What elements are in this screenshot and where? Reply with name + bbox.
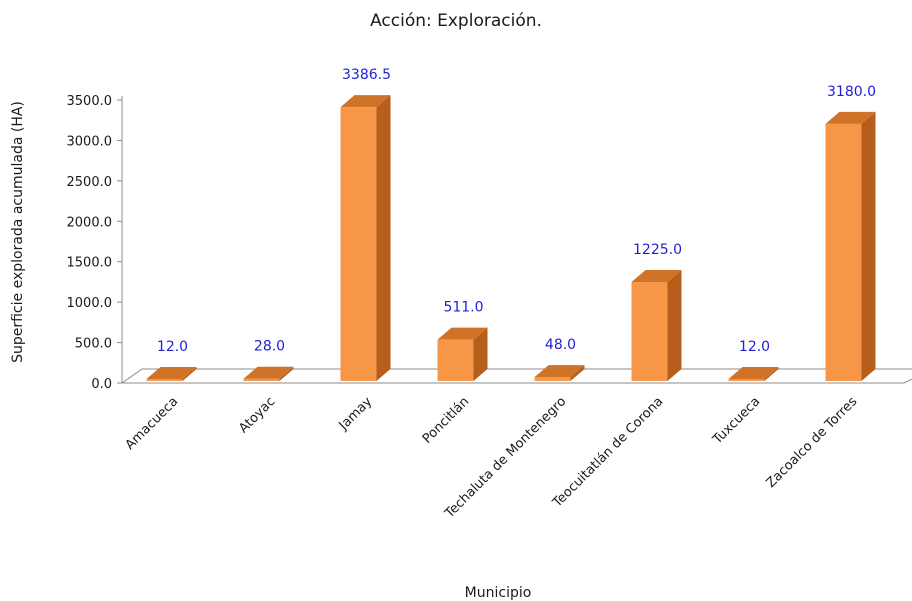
data-label: 1225.0	[633, 242, 682, 258]
y-tick-label: 0.0	[91, 377, 112, 392]
y-tick-label: 3000.0	[67, 134, 113, 149]
bar	[341, 107, 377, 381]
bar	[632, 282, 668, 381]
bar-side	[377, 95, 391, 381]
category-label: Zacoalco de Torres	[764, 394, 861, 491]
bar	[244, 379, 280, 381]
category-label: Jamay	[336, 394, 376, 434]
y-axis-title: Superficie explorada acumulada (HA)	[10, 101, 26, 363]
category-label: Amacueca	[123, 394, 182, 453]
y-tick-label: 1500.0	[67, 256, 113, 271]
y-tick-labels: 0.0 500.0 1000.0 1500.0 2000.0 2500.0 3000.0 35…	[67, 94, 113, 392]
category-label: Poncitlán	[420, 394, 473, 447]
category-label: Atoyac	[236, 394, 278, 436]
y-tick-label: 2000.0	[67, 215, 113, 230]
category-label: Tuxcueca	[709, 394, 763, 448]
category-label: Teocuitatlán de Corona	[549, 394, 666, 511]
data-labels: 12.0 28.0 3386.5 511.0 48.0 1225.0 12.0 3180.0	[157, 67, 876, 355]
bar	[535, 377, 571, 381]
data-label: 12.0	[739, 339, 770, 355]
data-label: 12.0	[157, 339, 188, 355]
bar-side	[668, 270, 682, 381]
data-label: 511.0	[443, 300, 483, 316]
chart-title: Acción: Exploración.	[370, 11, 542, 31]
bar	[729, 379, 765, 381]
y-tick-label: 1000.0	[67, 296, 113, 311]
y-tick-label: 500.0	[75, 337, 112, 352]
data-label: 28.0	[254, 339, 285, 355]
y-tick-label: 3500.0	[67, 94, 113, 109]
bar	[826, 124, 862, 381]
bar-side	[862, 112, 876, 381]
bar	[147, 379, 183, 381]
y-tick-label: 2500.0	[67, 175, 113, 190]
data-label: 3386.5	[342, 67, 391, 83]
bar	[438, 340, 474, 381]
x-axis-title: Municipio	[465, 585, 532, 601]
floor-plane	[122, 369, 912, 383]
data-label: 48.0	[545, 337, 576, 353]
data-label: 3180.0	[827, 84, 876, 100]
axes	[117, 96, 912, 383]
